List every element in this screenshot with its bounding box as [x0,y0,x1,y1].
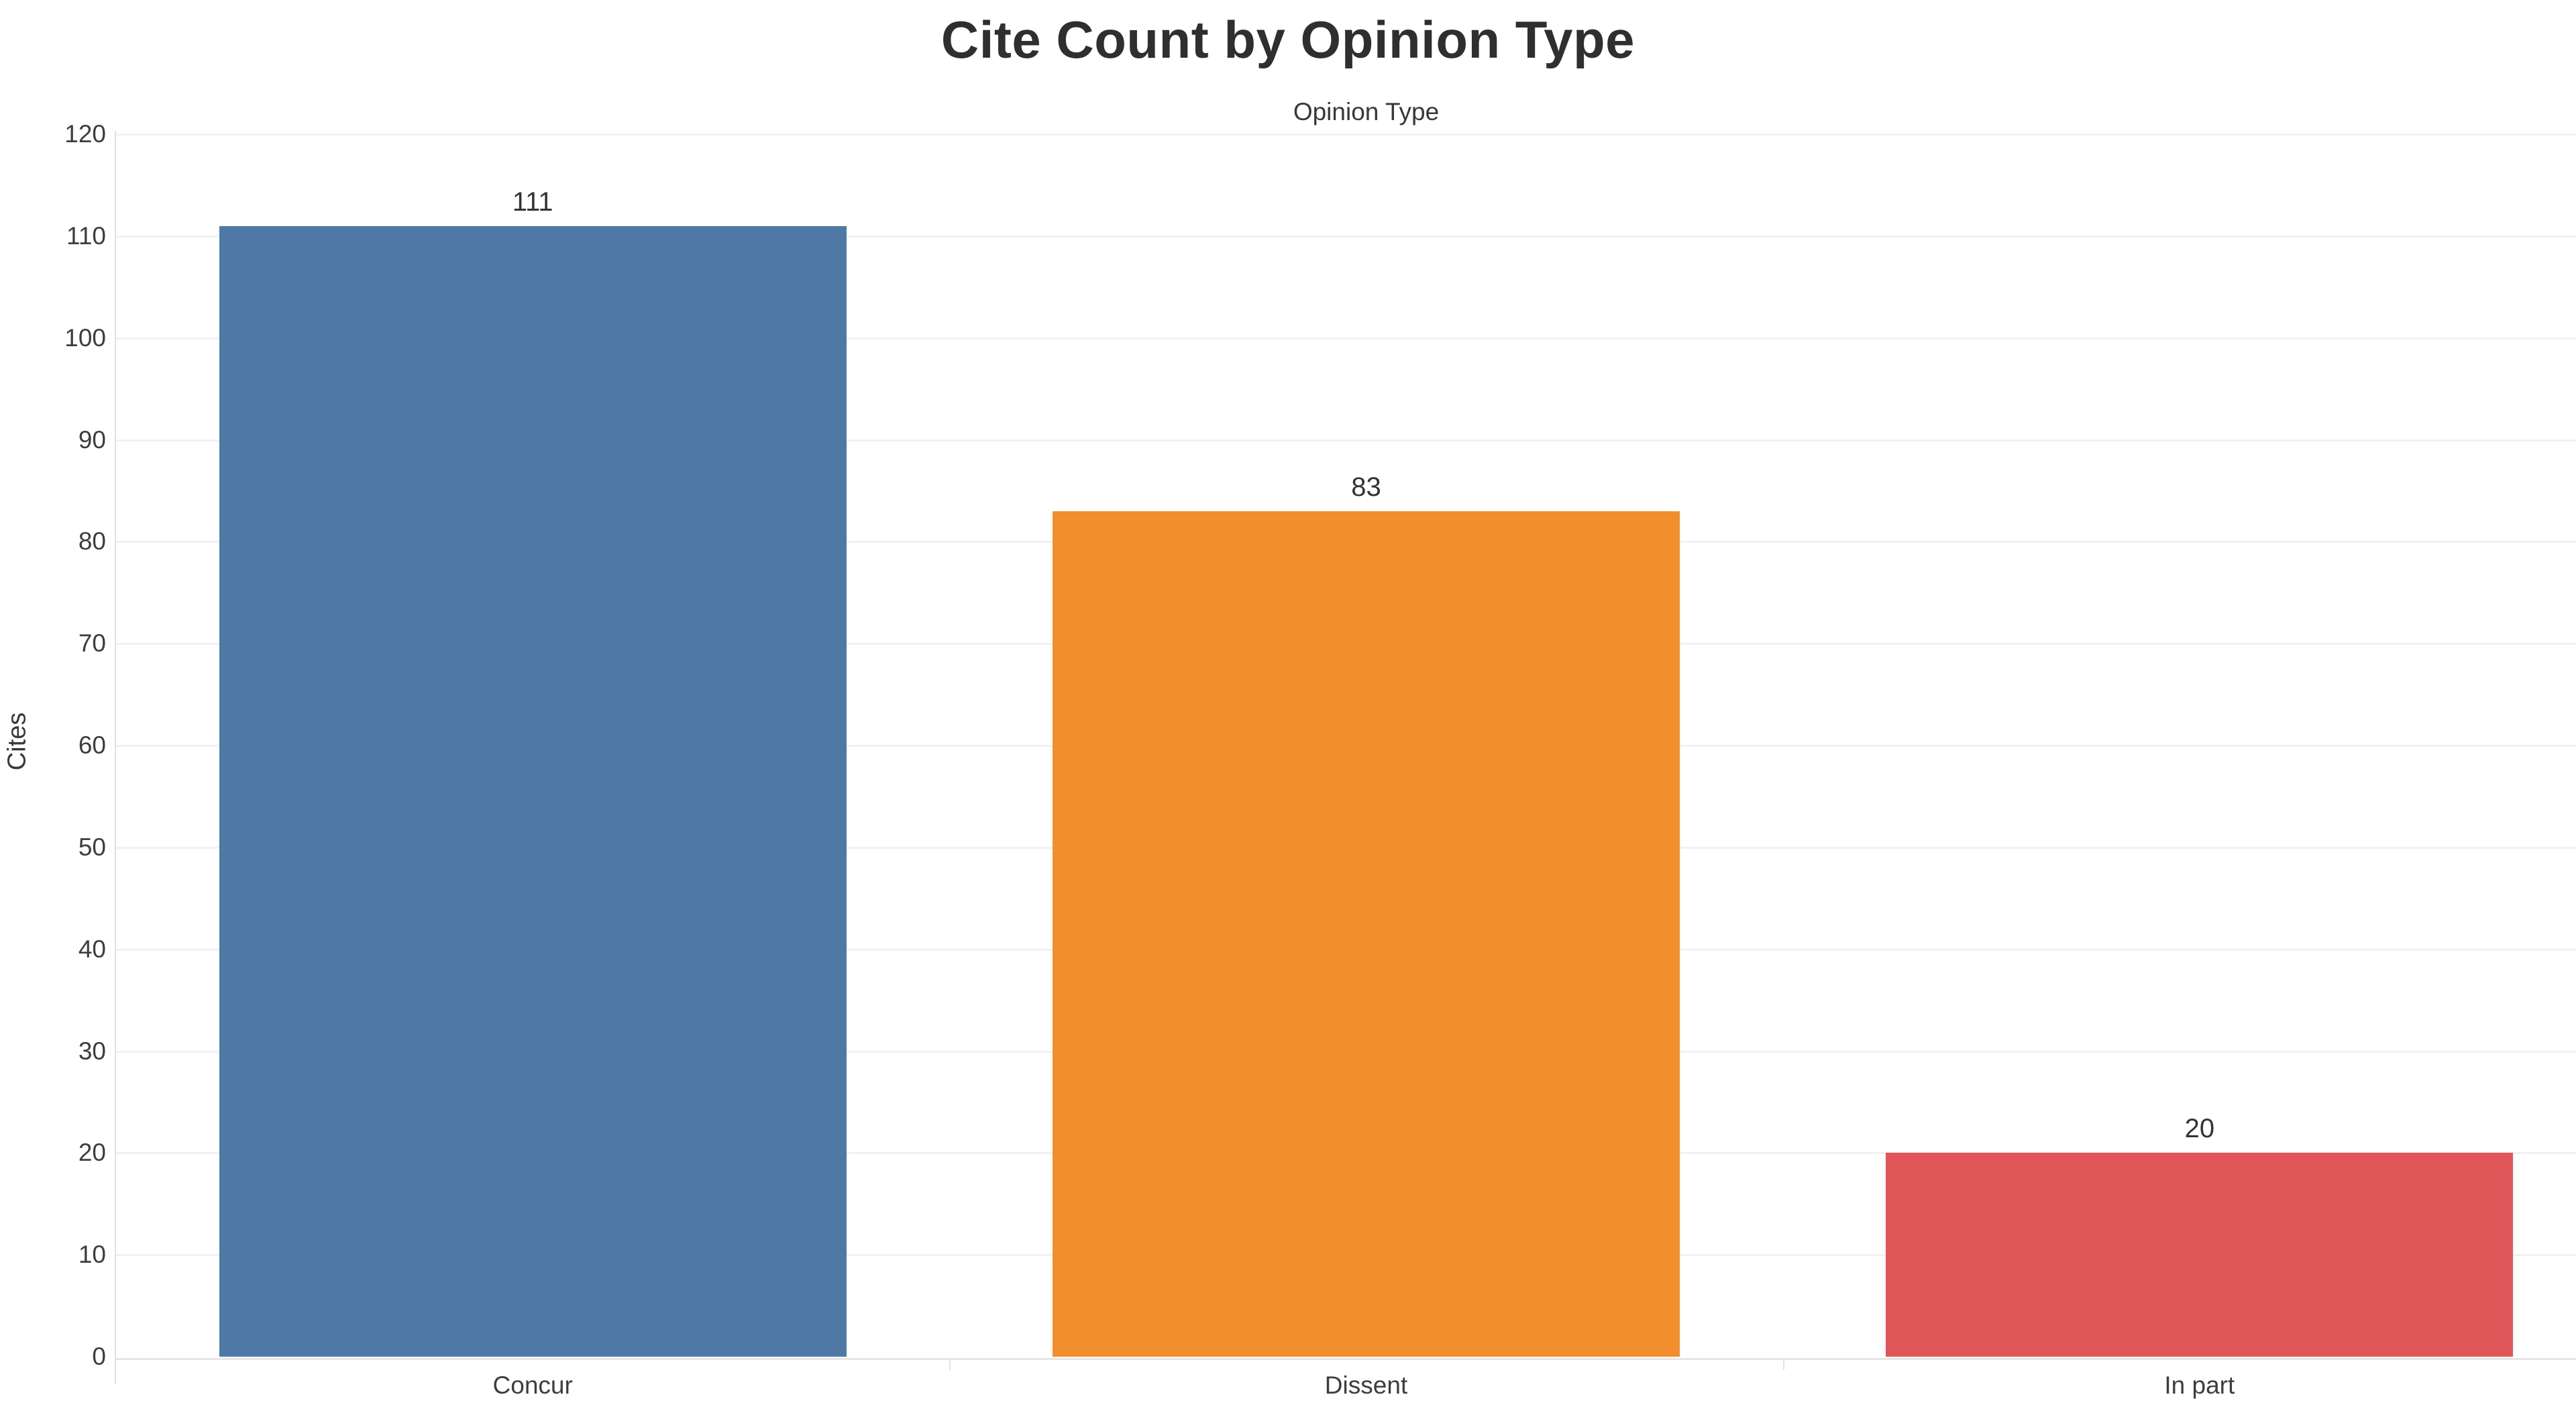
y-tick-label-40: 40 [78,935,106,963]
gridline-y-110 [116,235,2576,238]
bar-in-part[interactable] [1886,1153,2514,1357]
y-tick-label-100: 100 [64,323,106,352]
y-tick-label-0: 0 [92,1343,106,1370]
bar-dissent[interactable] [1053,511,1680,1357]
pane-divider-tick [1782,1359,1784,1370]
bar-concur[interactable] [219,225,847,1357]
y-tick-label-50: 50 [78,833,106,861]
y-tick-label-110: 110 [66,221,106,250]
x-axis-line [116,1358,2576,1360]
y-tick-label-120: 120 [64,120,106,148]
gridline-y-100 [116,337,2576,340]
x-tick-label-dissent: Dissent [1324,1371,1408,1399]
y-tick-label-10: 10 [78,1241,106,1269]
y-tick-label-60: 60 [78,731,106,759]
x-tick-label-in-part: In part [2164,1371,2235,1399]
axis-field-label: Opinion Type [1293,98,1440,125]
y-tick-label-90: 90 [78,425,106,454]
x-tick-label-concur: Concur [492,1371,573,1399]
y-axis-line [115,131,116,1384]
y-tick-label-30: 30 [78,1037,106,1065]
gridline-y-120 [116,134,2576,136]
y-tick-label-20: 20 [78,1139,106,1167]
y-tick-label-70: 70 [78,629,106,658]
chart-title: Cite Count by Opinion Type [941,10,1635,69]
bar-value-label-dissent: 83 [1351,472,1381,502]
bar-value-label-in-part: 20 [2184,1114,2215,1144]
gridline-y-90 [116,439,2576,441]
bar-value-label-concur: 111 [512,187,553,217]
pane-divider-tick [949,1359,951,1370]
y-tick-label-80: 80 [78,527,106,556]
